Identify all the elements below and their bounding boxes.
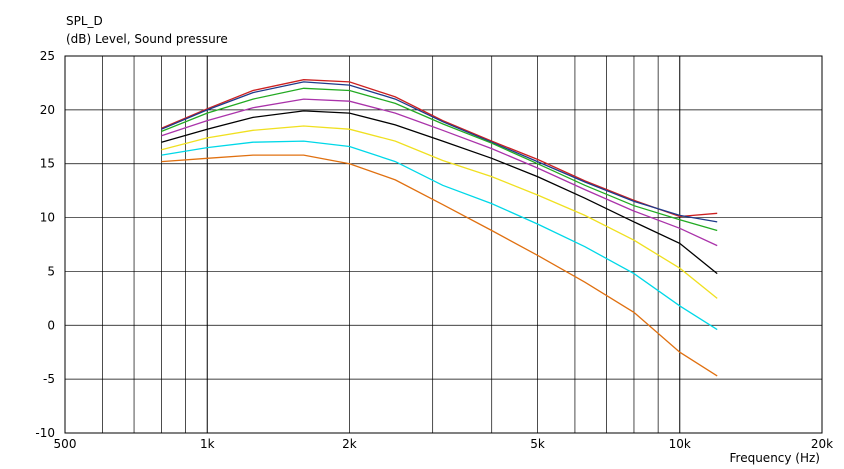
y-tick-label: 25 xyxy=(40,49,55,63)
y-tick-label: 20 xyxy=(40,103,55,117)
x-tick-label: 2k xyxy=(342,437,357,451)
x-tick-label: 500 xyxy=(54,437,77,451)
series-line-1 xyxy=(161,79,718,218)
series-line-2 xyxy=(161,81,718,223)
x-tick-label: 10k xyxy=(669,437,691,451)
grid xyxy=(65,55,822,434)
y-tick-label: 5 xyxy=(47,264,55,278)
series-lines xyxy=(161,79,718,377)
x-axis-label: Frequency (Hz) xyxy=(729,451,821,465)
series-line-8 xyxy=(161,154,718,377)
chart-subtitle: (dB) Level, Sound pressure xyxy=(66,32,228,46)
x-tick-label: 20k xyxy=(811,437,833,451)
y-tick-label: 15 xyxy=(40,157,55,171)
series-line-6 xyxy=(161,125,718,299)
series-line-3 xyxy=(161,87,718,232)
y-tick-label: 10 xyxy=(40,211,55,225)
y-tick-label: -10 xyxy=(35,426,55,440)
x-tick-label: 5k xyxy=(530,437,545,451)
y-tick-label: -5 xyxy=(43,372,55,386)
y-tick-label: 0 xyxy=(47,318,55,332)
series-line-5 xyxy=(161,110,718,275)
chart-title: SPL_D xyxy=(66,14,103,28)
series-line-7 xyxy=(161,140,718,331)
series-line-4 xyxy=(161,98,718,247)
x-tick-label: 1k xyxy=(200,437,215,451)
plot-frame xyxy=(64,55,823,434)
